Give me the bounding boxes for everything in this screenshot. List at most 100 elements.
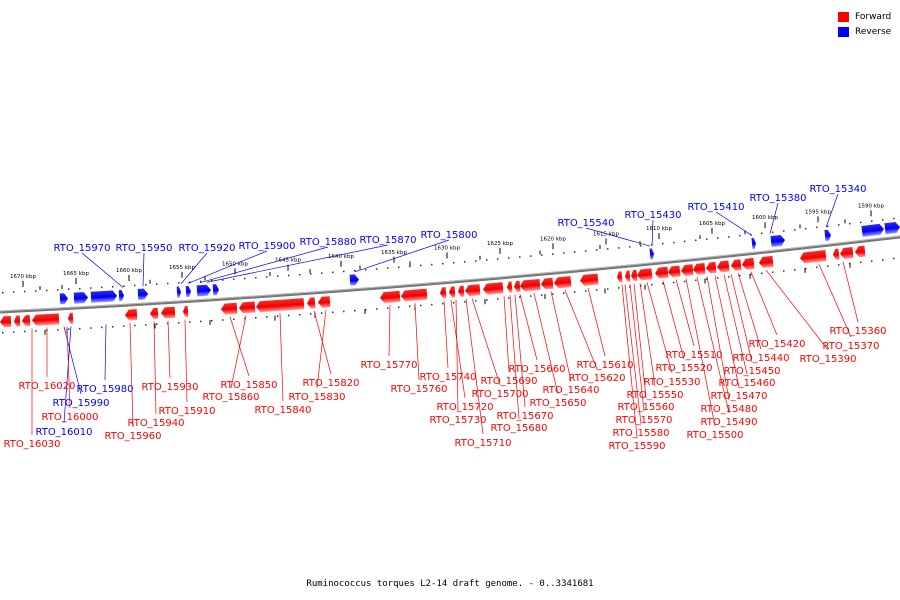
coordinate-dots-forward [2,257,895,334]
gene-label: RTO_16030 [3,439,60,450]
leader-line [585,227,651,247]
leader-line [723,274,748,375]
coordinate-dot [222,319,224,321]
tick-label: 1635 kbp [381,250,407,256]
gene-label: RTO_15870 [359,235,416,246]
coordinate-dot [464,261,466,263]
coordinate-dot [684,240,686,243]
leader-line [621,284,638,438]
coordinate-dot [68,288,70,290]
coordinate-dot [420,304,422,307]
gene-label: RTO_15980 [76,384,133,395]
gene-label: RTO_16010 [35,427,92,438]
coordinate-dot [772,271,774,273]
coordinate-dot [420,264,422,267]
gene-label: RTO_15820 [302,378,359,389]
coordinate-dot [288,314,290,317]
tick-label: 1590 kbp [858,203,884,209]
gene-label: RTO_15610 [576,360,633,371]
coordinate-dot [453,301,455,304]
coordinate-dot [299,313,301,316]
leader-line [587,287,606,357]
leader-line [81,252,124,288]
legend: Forward Reverse [838,9,900,39]
coordinate-dot [156,283,158,285]
coordinate-dot [827,225,829,227]
coordinate-dot [112,286,114,288]
reverse-gene-arrow [118,289,124,302]
forward-gene-arrow [318,296,331,308]
leader-line [316,309,327,389]
coordinate-dot [233,318,235,321]
leader-line [509,295,520,420]
leader-line [765,269,829,351]
gene-label: RTO_15620 [568,373,625,384]
gene-label: RTO_15680 [490,423,547,434]
coordinate-dot [453,261,455,264]
coordinate-dot [849,222,851,225]
gene-labels: RTO_15970 RTO_15950 RTO_15920 RTO_15900 RTO_… [3,184,886,452]
coordinate-dot [90,287,92,289]
coordinate-dot [321,272,323,274]
coordinate-dot [189,321,191,323]
coordinate-dot [288,274,290,277]
coordinate-dot [816,226,818,229]
gene-label: RTO_15560 [617,402,674,413]
coordinate-dot [673,281,675,284]
coordinate-dot [332,271,334,274]
coordinate-dot [761,272,763,275]
coordinate-dot [90,327,92,329]
leader-line [279,313,284,402]
tick-label: 1595 kbp [805,209,831,215]
leader-line [514,294,526,408]
coordinate-dot [354,269,356,272]
forward-gene-arrow [541,277,554,290]
coordinate-dot [68,328,70,330]
coordinate-dot [486,299,488,301]
gene-label: RTO_15770 [360,360,417,371]
forward-gene-arrow [840,246,854,259]
gene-label: RTO_15450 [723,366,780,377]
coordinate-dot [552,253,554,255]
coordinate-dot [266,276,268,278]
coordinate-dot [343,270,345,273]
coordinate-dot [497,298,499,300]
leader-line [465,298,484,435]
gene-label: RTO_15460 [718,378,775,389]
coordinate-dot [860,261,862,264]
forward-gene-arrow [14,315,21,327]
coordinate-dot [255,317,257,319]
genome-caption: Ruminococcus torques L2-14 draft genome.… [306,579,594,589]
reverse-gene-arrow [212,284,219,296]
leader-line [696,277,730,414]
forward-gene-arrow [631,269,638,282]
coordinate-dot [497,258,499,260]
gene-label: RTO_15920 [178,243,235,254]
leader-line [503,295,510,373]
coordinate-dot [409,305,411,308]
gene-features [0,222,900,328]
leader-line [715,211,753,236]
reverse-gene-arrow [59,293,68,305]
gene-label: RTO_15910 [158,406,215,417]
coordinate-dot [530,255,532,257]
coordinate-dot [541,254,543,256]
gene-label: RTO_15440 [732,353,789,364]
gene-label: RTO_15900 [238,241,295,252]
forward-gene-arrow [483,282,504,295]
genome-backbone [0,235,900,314]
forward-gene-arrow [401,288,428,302]
coordinate-dot [376,308,378,310]
coordinate-dot [178,282,180,284]
leader-line [63,326,72,424]
leader-line [230,315,247,389]
coordinate-dot [376,268,378,270]
gene-label: RTO_15970 [53,243,110,254]
coordinate-dot [794,229,796,231]
gene-label: RTO_15420 [748,339,805,350]
tick-label: 1670 kbp [10,274,36,280]
coordinate-dot [365,309,367,311]
gene-label: RTO_15340 [809,184,866,195]
coordinate-dot [134,324,136,327]
coordinate-dot [519,296,521,298]
